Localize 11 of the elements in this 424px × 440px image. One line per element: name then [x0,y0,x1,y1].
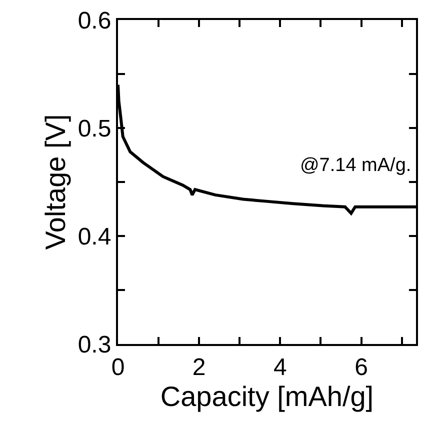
y-tick-label: 0.5 [78,115,112,142]
annotation: @7.14 mA/g. [300,155,412,176]
x-tick-label: 6 [354,354,368,381]
y-tick-label: 0.3 [78,331,112,358]
y-axis-title: Voltage [V] [40,114,72,250]
y-tick-label: 0.6 [78,7,112,34]
x-tick-label: 0 [111,354,125,381]
x-tick-label: 4 [274,354,287,381]
x-axis-title: Capacity [mAh/g] [160,380,374,412]
y-tick-label: 0.4 [78,223,112,250]
x-tick-label: 2 [192,354,206,381]
